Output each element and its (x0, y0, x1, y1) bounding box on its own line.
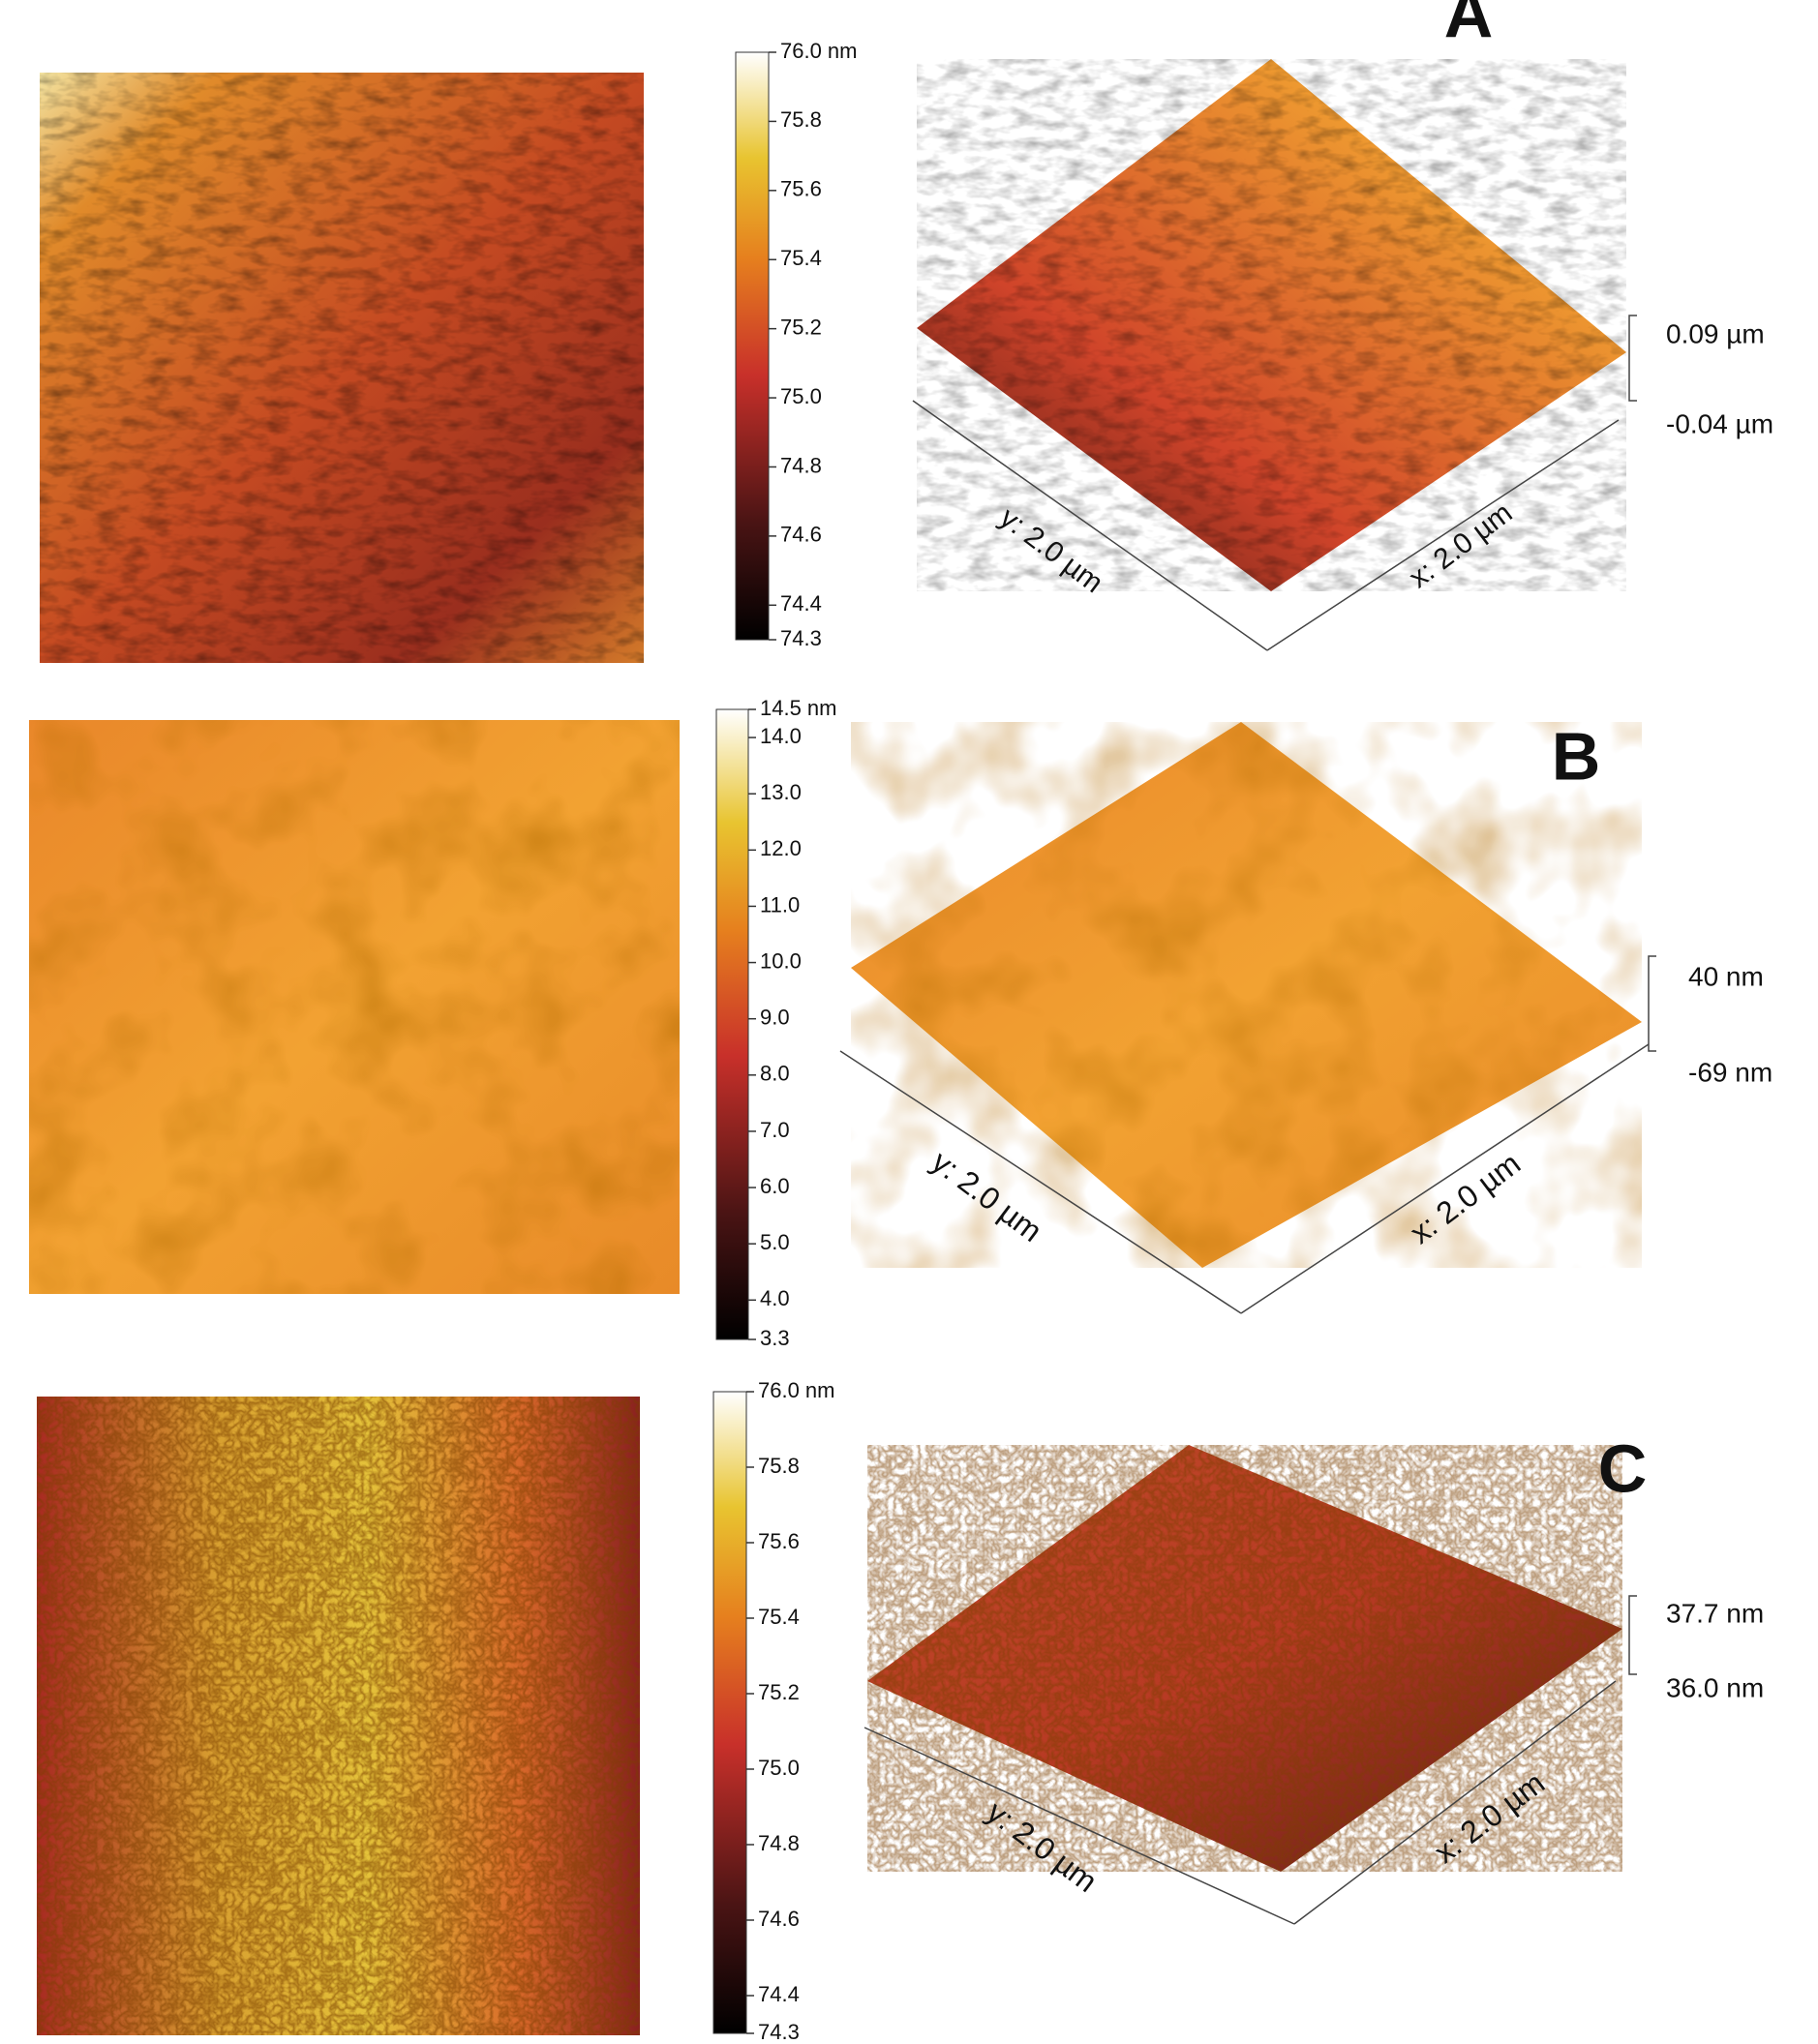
surface-3d-texture (917, 59, 1626, 591)
colorbar-tick-label: 75.0 (758, 1756, 800, 1780)
colorbar-tick-label: 4.0 (760, 1286, 790, 1310)
z-label: -0.04 µm (1666, 408, 1773, 438)
axis-3d (1266, 419, 1620, 651)
colorbar-tick-label: 76.0 nm (758, 1378, 835, 1402)
panel: 76.0 nm 75.8 75.6 75.4 75.2 75.0 74.8 74.6 74.4 7… (40, 0, 1773, 663)
colorbar-tick-label: 74.4 (780, 591, 822, 616)
colorbar-tick-label: 76.0 nm (780, 39, 858, 63)
surface-3d-texture (851, 722, 1642, 1268)
colorbar-tick-label: 74.6 (758, 1907, 800, 1931)
colorbar-tick-label: 74.6 (780, 523, 822, 547)
panel: 76.0 nm 75.8 75.6 75.4 75.2 75.0 74.8 74.6 74.4 7… (37, 1378, 1764, 2044)
colorbar-tick-label: 14.0 (760, 724, 802, 748)
z-label: 0.09 µm (1666, 318, 1765, 348)
axis-label-y: y: 2.0 µm (994, 501, 1109, 599)
axis-3d (912, 400, 1268, 651)
colorbar-tick-label: 7.0 (760, 1118, 790, 1142)
colorbar-tick-label: 74.8 (780, 453, 822, 477)
colorbar-tick-label: 3.3 (760, 1326, 790, 1350)
z-label: 37.7 nm (1666, 1598, 1764, 1628)
colorbar-tick-label: 9.0 (760, 1006, 790, 1030)
colorbar-tick-label: 11.0 (760, 892, 800, 917)
axis-label-y: y: 2.0 µm (925, 1144, 1048, 1248)
colorbar-tick-label: 12.0 (760, 836, 802, 860)
colorbar-tick-label: 74.3 (780, 626, 822, 650)
colorbar-tick-label: 74.8 (758, 1831, 800, 1855)
colorbar-tick-label: 8.0 (760, 1062, 790, 1086)
colorbar-tick-label: 75.2 (758, 1680, 800, 1704)
colorbar (715, 708, 749, 1340)
colorbar-tick-label: 5.0 (760, 1230, 790, 1254)
colorbar (712, 1391, 747, 2034)
height-map-texture (29, 720, 680, 1294)
colorbar-tick-label: 75.0 (780, 384, 822, 408)
axis-label-y: y: 2.0 µm (981, 1794, 1104, 1899)
axis-3d (864, 1727, 1295, 1925)
height-map-texture (37, 1397, 640, 2035)
colorbar-tick-label: 74.4 (758, 1982, 800, 2006)
colorbar-tick-label: 6.0 (760, 1174, 790, 1198)
panel: 14.5 nm 14.0 13.0 12.0 11.0 10.0 9.0 8.0 7.0 6.0 5… (29, 696, 1773, 1350)
panel-label: A (1444, 0, 1494, 51)
surface-3d-texture (867, 1445, 1622, 1872)
colorbar-tick-label: 75.4 (758, 1605, 800, 1629)
colorbar-tick-label: 74.3 (758, 2020, 800, 2044)
axis-3d (1293, 1680, 1617, 1925)
colorbar (735, 51, 770, 641)
z-label: -69 nm (1688, 1057, 1773, 1087)
colorbar-tick-label: 75.6 (780, 177, 822, 201)
colorbar-tick-label: 75.8 (758, 1454, 800, 1478)
colorbar-tick-label: 14.5 nm (760, 696, 837, 720)
colorbar-tick-label: 75.2 (780, 315, 822, 339)
z-scale-bracket (1628, 315, 1637, 402)
panel-label: B (1552, 718, 1601, 794)
colorbar-tick-label: 75.8 (780, 107, 822, 132)
z-label: 36.0 nm (1666, 1672, 1764, 1702)
axis-label-x: x: 2.0 µm (1428, 1765, 1551, 1870)
colorbar-tick-label: 75.6 (758, 1529, 800, 1553)
z-label: 40 nm (1688, 961, 1764, 991)
axis-label-x: x: 2.0 µm (1404, 496, 1519, 594)
z-scale-bracket (1648, 955, 1656, 1052)
colorbar-tick-label: 13.0 (760, 780, 802, 804)
z-scale-bracket (1628, 1595, 1637, 1675)
axis-3d (839, 1050, 1242, 1314)
axis-3d (1240, 1043, 1650, 1314)
axis-label-x: x: 2.0 µm (1404, 1146, 1527, 1250)
height-map-texture (40, 73, 644, 663)
colorbar-tick-label: 10.0 (760, 948, 802, 973)
colorbar-tick-label: 75.4 (780, 246, 822, 270)
panel-label: C (1598, 1430, 1648, 1506)
